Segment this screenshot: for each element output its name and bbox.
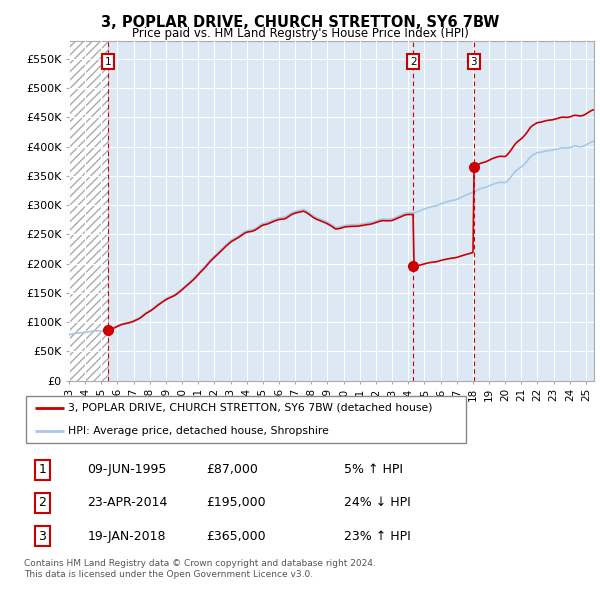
Text: 3: 3 — [38, 529, 46, 543]
FancyBboxPatch shape — [26, 396, 466, 443]
Text: Price paid vs. HM Land Registry's House Price Index (HPI): Price paid vs. HM Land Registry's House … — [131, 27, 469, 40]
Text: Contains HM Land Registry data © Crown copyright and database right 2024.
This d: Contains HM Land Registry data © Crown c… — [24, 559, 376, 579]
Text: 23% ↑ HPI: 23% ↑ HPI — [344, 529, 411, 543]
Text: 5% ↑ HPI: 5% ↑ HPI — [344, 463, 403, 477]
Text: 19-JAN-2018: 19-JAN-2018 — [88, 529, 166, 543]
Text: £195,000: £195,000 — [206, 496, 266, 510]
Text: 24% ↓ HPI: 24% ↓ HPI — [344, 496, 411, 510]
Text: 3, POPLAR DRIVE, CHURCH STRETTON, SY6 7BW: 3, POPLAR DRIVE, CHURCH STRETTON, SY6 7B… — [101, 15, 499, 30]
Text: 2: 2 — [38, 496, 46, 510]
Text: 3, POPLAR DRIVE, CHURCH STRETTON, SY6 7BW (detached house): 3, POPLAR DRIVE, CHURCH STRETTON, SY6 7B… — [68, 402, 433, 412]
Text: £87,000: £87,000 — [206, 463, 258, 477]
Text: 3: 3 — [470, 57, 477, 67]
Text: HPI: Average price, detached house, Shropshire: HPI: Average price, detached house, Shro… — [68, 427, 329, 437]
Text: 2: 2 — [410, 57, 416, 67]
Text: 09-JUN-1995: 09-JUN-1995 — [88, 463, 167, 477]
Text: 23-APR-2014: 23-APR-2014 — [88, 496, 168, 510]
Text: £365,000: £365,000 — [206, 529, 266, 543]
Text: 1: 1 — [38, 463, 46, 477]
Text: 1: 1 — [105, 57, 112, 67]
